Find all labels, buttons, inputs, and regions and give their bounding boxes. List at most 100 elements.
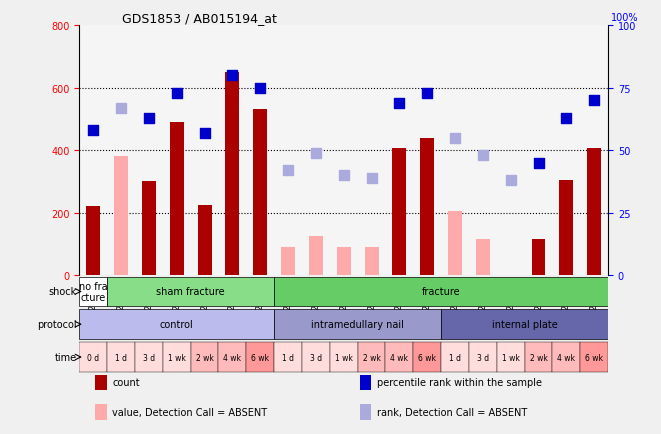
- Text: 6 wk: 6 wk: [585, 353, 603, 362]
- Point: [311, 150, 321, 157]
- Text: count: count: [112, 378, 139, 388]
- Text: value, Detection Call = ABSENT: value, Detection Call = ABSENT: [112, 407, 267, 417]
- FancyBboxPatch shape: [413, 342, 441, 372]
- Text: 6 wk: 6 wk: [418, 353, 436, 362]
- FancyBboxPatch shape: [107, 342, 135, 372]
- Text: 4 wk: 4 wk: [557, 353, 575, 362]
- Text: 1 d: 1 d: [115, 353, 127, 362]
- Bar: [531, 240, 545, 276]
- Point: [227, 72, 238, 79]
- Text: 2 wk: 2 wk: [363, 353, 381, 362]
- FancyBboxPatch shape: [79, 310, 274, 339]
- Text: fracture: fracture: [422, 287, 461, 297]
- FancyBboxPatch shape: [190, 342, 219, 372]
- Text: 4 wk: 4 wk: [223, 353, 241, 362]
- Text: 1 wk: 1 wk: [168, 353, 186, 362]
- Point: [171, 90, 182, 97]
- Text: 3 d: 3 d: [310, 353, 322, 362]
- Text: 3 d: 3 d: [143, 353, 155, 362]
- Text: control: control: [160, 319, 194, 329]
- Bar: [309, 237, 323, 276]
- Point: [199, 130, 210, 137]
- Bar: [95, 404, 107, 420]
- Point: [422, 90, 432, 97]
- FancyBboxPatch shape: [553, 342, 580, 372]
- Text: internal plate: internal plate: [492, 319, 557, 329]
- FancyBboxPatch shape: [79, 342, 107, 372]
- Text: sham fracture: sham fracture: [157, 287, 225, 297]
- Text: 1 d: 1 d: [449, 353, 461, 362]
- Text: 4 wk: 4 wk: [391, 353, 408, 362]
- Point: [449, 135, 460, 142]
- Text: intramedullary nail: intramedullary nail: [311, 319, 404, 329]
- FancyBboxPatch shape: [469, 342, 497, 372]
- Text: 1 wk: 1 wk: [334, 353, 353, 362]
- Point: [394, 100, 405, 107]
- Text: 3 d: 3 d: [477, 353, 489, 362]
- FancyBboxPatch shape: [497, 342, 525, 372]
- Bar: [95, 375, 107, 391]
- Text: shock: shock: [48, 287, 77, 297]
- Point: [589, 97, 600, 104]
- FancyBboxPatch shape: [580, 342, 608, 372]
- FancyBboxPatch shape: [525, 342, 553, 372]
- Text: 100%: 100%: [611, 13, 639, 23]
- Point: [283, 167, 293, 174]
- Text: time: time: [55, 352, 77, 362]
- Point: [88, 127, 98, 134]
- Text: protocol: protocol: [37, 319, 77, 329]
- Bar: [253, 110, 267, 276]
- Bar: [281, 247, 295, 276]
- FancyBboxPatch shape: [274, 342, 302, 372]
- Bar: [559, 180, 573, 276]
- Bar: [420, 138, 434, 276]
- Point: [366, 174, 377, 181]
- FancyBboxPatch shape: [385, 342, 413, 372]
- Bar: [114, 157, 128, 276]
- FancyBboxPatch shape: [441, 310, 608, 339]
- Text: 1 wk: 1 wk: [502, 353, 520, 362]
- Bar: [87, 207, 100, 276]
- Bar: [448, 211, 462, 276]
- FancyBboxPatch shape: [219, 342, 247, 372]
- Bar: [360, 375, 371, 391]
- Point: [561, 115, 572, 122]
- Bar: [476, 240, 490, 276]
- Bar: [225, 73, 239, 276]
- Bar: [170, 123, 184, 276]
- Text: 6 wk: 6 wk: [251, 353, 269, 362]
- FancyBboxPatch shape: [135, 342, 163, 372]
- Text: 0 d: 0 d: [87, 353, 99, 362]
- FancyBboxPatch shape: [247, 342, 274, 372]
- FancyBboxPatch shape: [358, 342, 385, 372]
- Point: [116, 105, 126, 112]
- FancyBboxPatch shape: [274, 277, 608, 306]
- FancyBboxPatch shape: [302, 342, 330, 372]
- FancyBboxPatch shape: [441, 342, 469, 372]
- Text: 1 d: 1 d: [282, 353, 294, 362]
- Bar: [393, 149, 407, 276]
- Point: [478, 152, 488, 159]
- Text: 2 wk: 2 wk: [529, 353, 547, 362]
- Point: [143, 115, 154, 122]
- FancyBboxPatch shape: [107, 277, 274, 306]
- Point: [506, 177, 516, 184]
- FancyBboxPatch shape: [163, 342, 190, 372]
- Text: rank, Detection Call = ABSENT: rank, Detection Call = ABSENT: [377, 407, 527, 417]
- Bar: [365, 247, 379, 276]
- Bar: [198, 205, 212, 276]
- Bar: [587, 149, 601, 276]
- Text: percentile rank within the sample: percentile rank within the sample: [377, 378, 541, 388]
- Bar: [142, 182, 156, 276]
- FancyBboxPatch shape: [274, 310, 441, 339]
- Point: [338, 172, 349, 179]
- Text: GDS1853 / AB015194_at: GDS1853 / AB015194_at: [122, 12, 276, 25]
- Bar: [360, 404, 371, 420]
- Point: [533, 160, 544, 167]
- Text: no fra
cture: no fra cture: [79, 281, 108, 302]
- FancyBboxPatch shape: [79, 277, 107, 306]
- Bar: [336, 247, 351, 276]
- Point: [255, 85, 266, 92]
- FancyBboxPatch shape: [330, 342, 358, 372]
- Text: 2 wk: 2 wk: [196, 353, 214, 362]
